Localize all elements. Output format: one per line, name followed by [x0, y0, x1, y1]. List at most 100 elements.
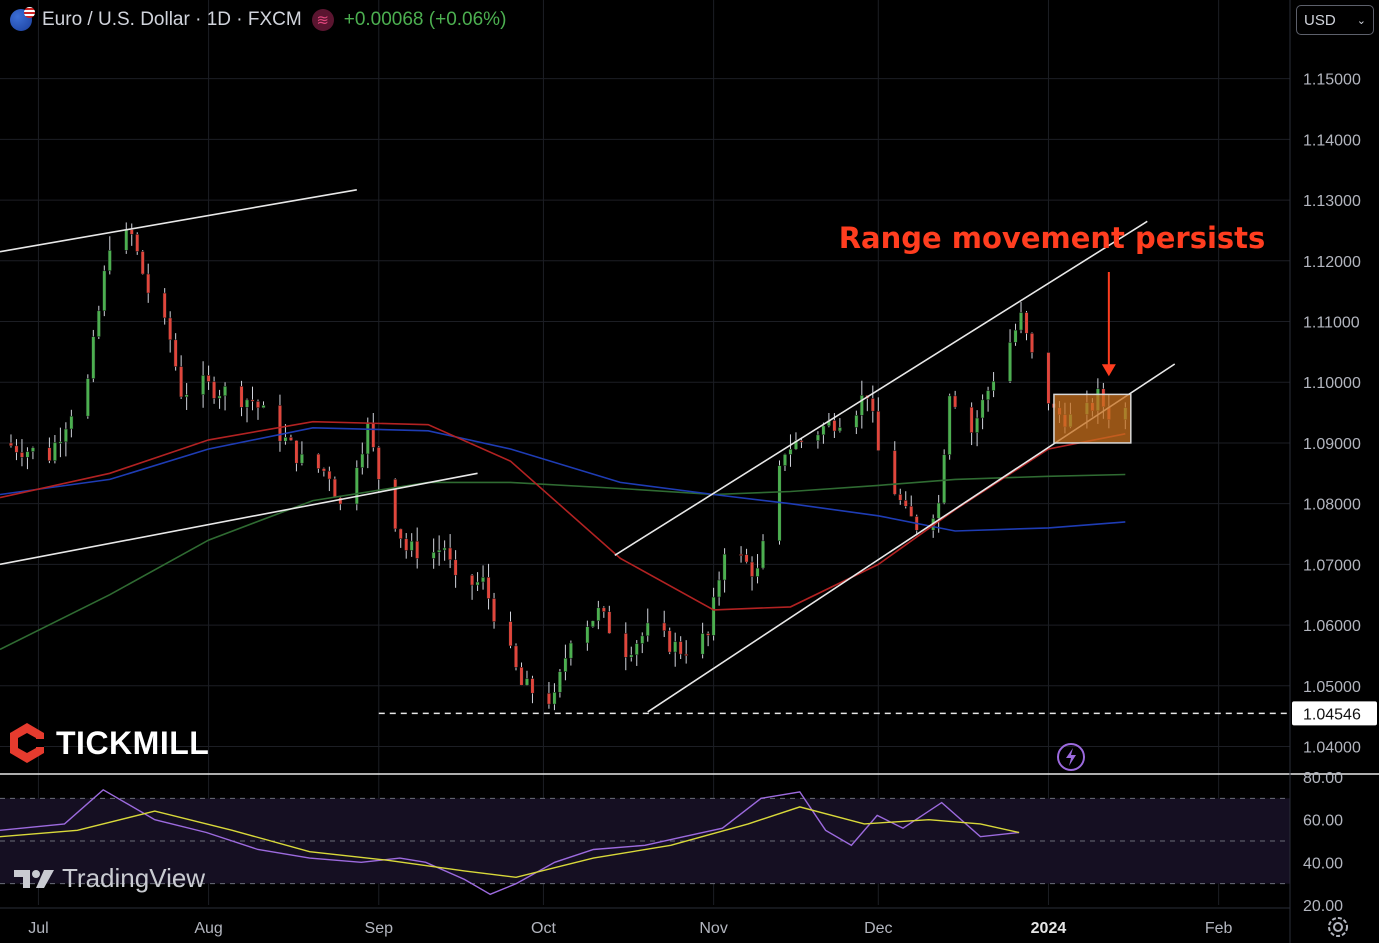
candle-body [854, 415, 859, 428]
price-tick-label: 1.14000 [1303, 132, 1361, 149]
candle-body [706, 633, 711, 636]
candle-body [514, 645, 518, 668]
candle-body [667, 630, 672, 653]
price-tick-label: 1.07000 [1303, 557, 1361, 574]
rsi-ma-line [0, 806, 1020, 879]
candle-body [256, 401, 260, 409]
candle-body [640, 635, 645, 644]
candle-body [30, 447, 35, 452]
candle-body [508, 621, 513, 647]
candle-body [717, 579, 722, 598]
price-tick-label: 1.12000 [1303, 254, 1361, 271]
candle-body [755, 567, 760, 577]
candle-body [442, 547, 447, 551]
candle-body [250, 399, 255, 402]
candle-body [969, 406, 974, 433]
candle-body [942, 454, 947, 504]
candle-body [783, 454, 787, 466]
candle-body [980, 399, 985, 419]
candle-body [750, 561, 754, 577]
candle-body [376, 447, 381, 480]
candle-body [936, 502, 941, 519]
time-tick-label: Oct [531, 920, 556, 937]
tickmill-hexagon-icon [10, 723, 44, 763]
currency-value: USD [1304, 11, 1336, 29]
candle-body [739, 553, 744, 556]
candle-body [179, 366, 184, 398]
candle-body [903, 500, 908, 507]
candle-body [1008, 342, 1012, 382]
candle-body [607, 611, 612, 634]
candle-body [1030, 333, 1034, 353]
candle-body [168, 317, 173, 341]
candle-body [634, 643, 639, 656]
candle-body [519, 667, 524, 686]
eu-us-flag-icon [10, 7, 35, 31]
candle-body [722, 553, 727, 581]
candle-body [590, 620, 595, 627]
time-tick-label: Aug [194, 920, 222, 937]
candle-body [859, 395, 864, 416]
candle-body [678, 641, 683, 655]
candle-body [212, 381, 217, 399]
candle-body [184, 394, 189, 398]
candle-body [245, 399, 249, 408]
candle-body [206, 375, 211, 382]
candle-body [124, 229, 129, 251]
lightning-icon[interactable] [1056, 742, 1086, 772]
time-tick-label: Nov [699, 920, 727, 937]
candle-body [173, 339, 178, 367]
candle-body [892, 450, 897, 495]
candle-body [365, 422, 370, 455]
candle-body [552, 692, 557, 705]
candle-body [14, 445, 19, 453]
candle-body [96, 310, 101, 337]
candle-body [700, 633, 705, 655]
candle-body [321, 468, 326, 472]
candle-body [63, 428, 68, 443]
price-tick-label: 1.06000 [1303, 618, 1361, 635]
wave-icon[interactable]: ≋ [311, 9, 334, 31]
candle-body [283, 437, 288, 442]
candle-body [815, 434, 820, 441]
candle-body [761, 540, 765, 569]
candle-body [623, 633, 628, 658]
candle-body [91, 336, 96, 379]
ma-red-line [0, 420, 1126, 611]
candle-body [409, 540, 414, 551]
candle-body [568, 642, 573, 659]
settings-gear-icon[interactable] [1325, 914, 1351, 940]
candle-body [486, 577, 491, 599]
candle-body [278, 405, 282, 442]
candle-body [398, 528, 403, 540]
candle-body [596, 607, 601, 622]
candle-body [327, 470, 332, 480]
tickmill-logo: TICKMILL [8, 721, 209, 765]
candle-body [437, 549, 442, 553]
candle-body [299, 453, 304, 464]
candle-body [744, 554, 749, 563]
candle-body [876, 410, 881, 451]
price-label-bg [1292, 701, 1377, 726]
candle-body [1019, 312, 1023, 331]
candle-body [294, 440, 299, 464]
currency-select[interactable]: USD ⌄ [1296, 5, 1374, 35]
candle-body [947, 395, 952, 455]
price-label: 1.04546 [1303, 706, 1361, 723]
candle-body [898, 494, 903, 501]
candle-body [1024, 312, 1029, 334]
candle-body [239, 386, 244, 408]
tradingview-text: TradingView [62, 863, 206, 893]
candle-body [585, 626, 590, 644]
candle-body [371, 422, 376, 448]
symbol-title[interactable]: Euro / U.S. Dollar · 1D · FXCM [42, 9, 302, 30]
ma-green-line [0, 473, 1126, 651]
price-tick-label: 1.11000 [1303, 315, 1360, 332]
candle-body [986, 390, 991, 401]
candle-body [870, 398, 875, 412]
candle-body [107, 250, 112, 272]
candle-body [69, 415, 74, 430]
price-tick-label: 1.10000 [1303, 375, 1361, 392]
price-tick-label: 1.13000 [1303, 193, 1361, 210]
